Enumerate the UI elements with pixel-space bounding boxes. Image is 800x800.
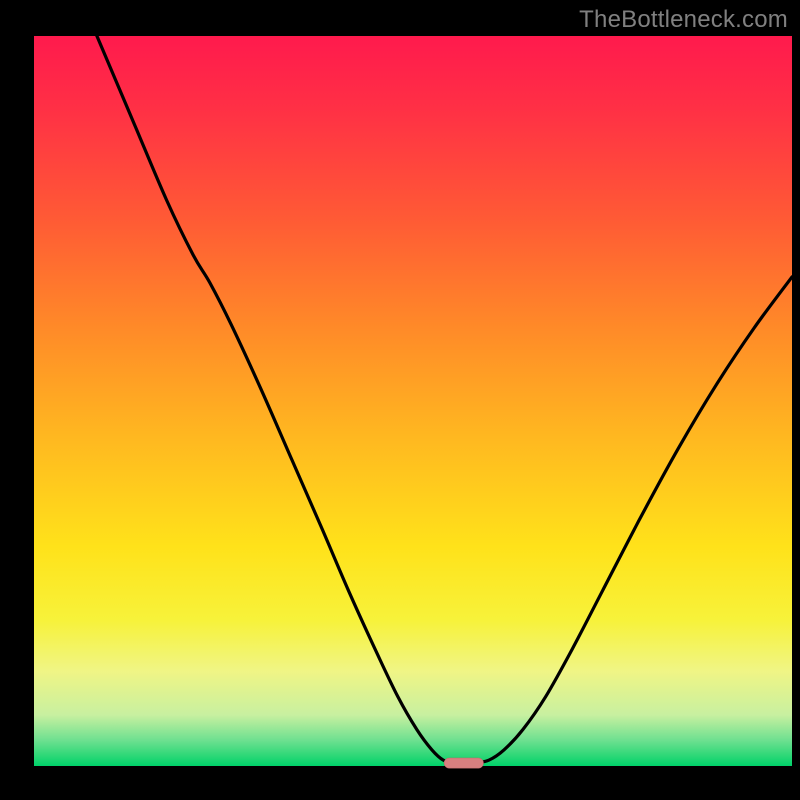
bottleneck-chart [0,0,800,800]
watermark-label: TheBottleneck.com [579,6,788,34]
optimum-marker [444,758,483,768]
chart-canvas: TheBottleneck.com [0,0,800,800]
gradient-background [34,36,792,766]
